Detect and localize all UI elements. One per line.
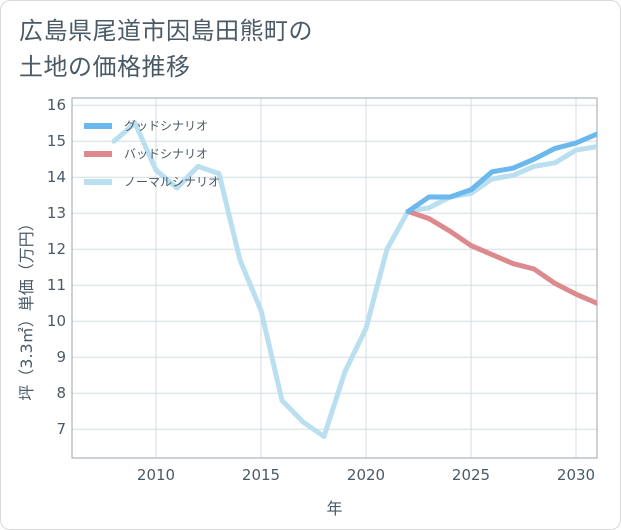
y-tick-label: 8 bbox=[56, 384, 66, 402]
y-tick-label: 11 bbox=[47, 276, 66, 294]
x-tick-label: 2010 bbox=[137, 466, 175, 484]
y-tick-label: 16 bbox=[47, 96, 66, 114]
y-tick-label: 15 bbox=[47, 132, 66, 150]
x-tick-labels: 2010 2015 2020 2025 2030 bbox=[137, 466, 595, 484]
y-tick-label: 9 bbox=[56, 348, 66, 366]
series-line-bad bbox=[405, 208, 597, 306]
legend-label-normal: ノーマルシナリオ bbox=[124, 175, 220, 189]
x-tick-label: 2020 bbox=[347, 466, 385, 484]
x-tick-label: 2015 bbox=[242, 466, 280, 484]
plot-frame bbox=[71, 97, 598, 459]
chart-title-line-1: 広島県尾道市因島田熊町の bbox=[19, 17, 313, 45]
y-tick-label: 7 bbox=[56, 420, 66, 438]
series-lines bbox=[111, 120, 597, 439]
grid-lines bbox=[72, 98, 597, 458]
series-line-good bbox=[405, 131, 597, 214]
x-axis-title: 年 bbox=[326, 499, 342, 518]
chart-title-line-2: 土地の価格推移 bbox=[19, 53, 191, 81]
legend-label-good: グッドシナリオ bbox=[124, 119, 208, 133]
y-tick-labels: 7 8 9 10 11 12 13 14 15 16 bbox=[47, 96, 66, 438]
y-tick-label: 10 bbox=[47, 312, 66, 330]
x-tick-label: 2025 bbox=[452, 466, 490, 484]
chart-title: 広島県尾道市因島田熊町の 土地の価格推移 bbox=[19, 13, 579, 85]
y-tick-label: 14 bbox=[47, 168, 66, 186]
y-axis-title: 坪（3.3㎡）単価（万円） bbox=[17, 215, 36, 400]
x-tick-label: 2030 bbox=[557, 466, 595, 484]
series-line-normal bbox=[111, 120, 597, 439]
legend-label-bad: バッドシナリオ bbox=[124, 147, 208, 161]
y-tick-label: 13 bbox=[47, 204, 66, 222]
y-tick-label: 12 bbox=[47, 240, 66, 258]
